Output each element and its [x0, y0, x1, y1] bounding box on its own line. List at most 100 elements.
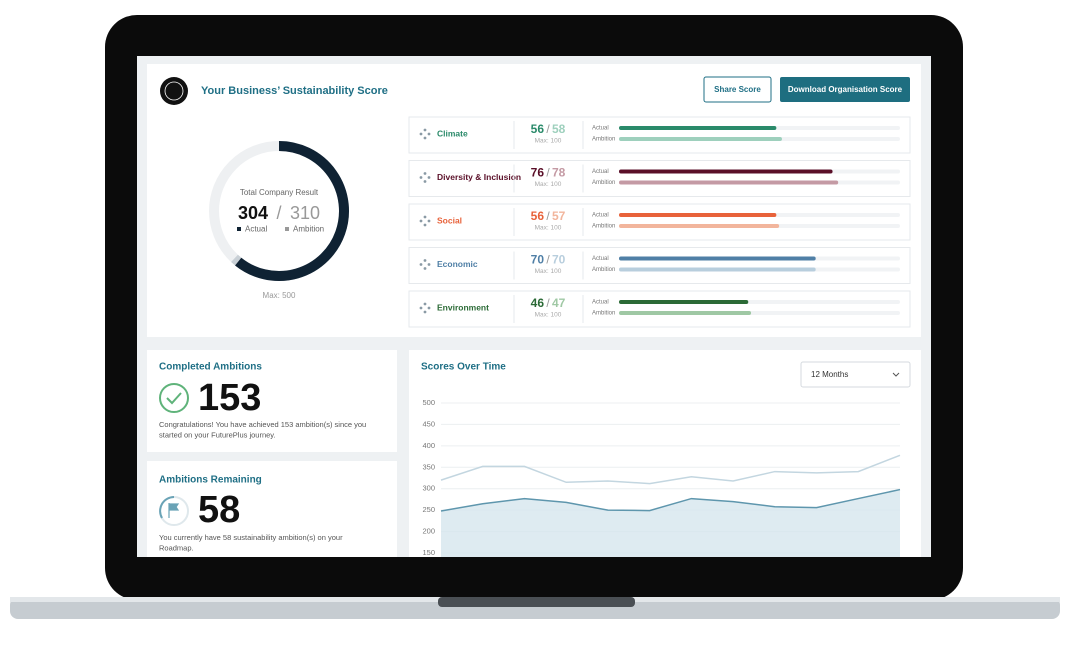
category-max: Max: 100 [535, 181, 562, 188]
card-description: started on your FuturePlus journey. [159, 430, 276, 439]
score-bar [619, 256, 816, 261]
donut-label: Total Company Result [240, 188, 319, 197]
y-tick-label: 200 [422, 527, 435, 536]
y-tick-label: 300 [422, 484, 435, 493]
y-tick-label: 350 [422, 462, 435, 471]
category-row [408, 290, 911, 328]
icon-dot [423, 310, 427, 314]
category-icon [419, 215, 431, 227]
category-name: Environment [437, 302, 489, 312]
remaining-count: 58 [198, 489, 240, 531]
chart-title: Scores Over Time [421, 362, 506, 373]
category-ambition: 47 [552, 296, 566, 310]
category-separator: / [546, 122, 550, 136]
series-line [440, 454, 901, 485]
score-bar [619, 224, 780, 228]
score-bar [619, 300, 749, 304]
category-max: Max: 100 [535, 138, 562, 145]
category-actual: 70 [531, 253, 545, 267]
icon-dot [423, 136, 427, 140]
legend-ambition-swatch [285, 227, 289, 231]
score-bar [619, 311, 752, 315]
check-mark [166, 392, 182, 405]
donut-actual [235, 141, 349, 281]
icon-dot [427, 132, 431, 136]
completed-count: 153 [198, 377, 261, 419]
category-separator: / [546, 296, 550, 310]
category-name: Climate [437, 128, 468, 138]
period-label[interactable]: 12 Months [811, 370, 848, 379]
download-button[interactable] [780, 77, 910, 102]
card-description: Congratulations! You have achieved 153 a… [159, 420, 366, 429]
category-max: Max: 100 [535, 268, 562, 275]
icon-dot [427, 306, 431, 310]
score-bar [619, 267, 816, 272]
total-actual: 304 [238, 203, 268, 223]
bar-label: Actual [592, 169, 609, 175]
category-actual: 56 [531, 122, 545, 136]
share-button[interactable] [703, 76, 772, 103]
bar-label: Actual [592, 256, 609, 262]
category-icon [419, 259, 431, 270]
share-button-label[interactable]: Share Score [714, 85, 761, 94]
category-icon [419, 302, 431, 314]
bar-label: Actual [592, 213, 609, 219]
card-description: You currently have 58 sustainability amb… [159, 533, 343, 542]
series-area [441, 489, 900, 557]
category-ambition: 57 [552, 209, 566, 223]
category-name: Economic [437, 259, 478, 269]
legend-ambition: Ambition [293, 225, 324, 234]
notch [438, 597, 635, 607]
logo [160, 77, 188, 105]
icon-dot [419, 176, 423, 179]
icon-dot [423, 180, 427, 183]
series-line [440, 488, 901, 512]
logo-ring [164, 81, 184, 101]
legend-actual-swatch [237, 227, 241, 231]
category-separator: / [546, 253, 550, 267]
score-bar [619, 126, 777, 130]
total-ambition: 310 [290, 203, 320, 223]
category-row [408, 116, 911, 154]
laptop-base [10, 597, 1060, 619]
category-name: Social [437, 215, 462, 225]
icon-dot [423, 259, 427, 262]
category-actual: 56 [531, 209, 545, 223]
flag [168, 503, 180, 518]
period-dropdown[interactable] [800, 361, 911, 388]
flag-icon-progress [159, 496, 175, 519]
icon-dot [419, 132, 423, 136]
icon-dot [423, 215, 427, 219]
y-tick-label: 150 [422, 548, 435, 557]
icon-dot [423, 302, 427, 306]
category-ambition: 58 [552, 122, 566, 136]
y-tick-label: 250 [422, 505, 435, 514]
bar-label: Ambition [592, 224, 615, 230]
check-icon [159, 383, 189, 413]
score-bar [619, 137, 782, 141]
bar-label: Ambition [592, 137, 615, 143]
y-tick-label: 500 [422, 398, 435, 407]
category-separator: / [546, 166, 550, 180]
category-row [408, 247, 911, 284]
total-separator: / [276, 203, 281, 223]
icon-dot [423, 267, 427, 270]
icon-dot [423, 172, 427, 175]
category-row [408, 203, 911, 241]
score-bar [619, 180, 839, 185]
dropdown-caret [892, 372, 900, 377]
category-icon [419, 172, 431, 183]
y-tick-label: 450 [422, 419, 435, 428]
category-ambition: 78 [552, 166, 566, 180]
icon-dot [419, 219, 423, 223]
category-name: Diversity & Inclusion [437, 172, 521, 182]
score-bar [619, 213, 777, 217]
icon-dot [427, 263, 431, 266]
score-bar [619, 169, 833, 174]
y-tick-label: 400 [422, 441, 435, 450]
donut-max: Max: 500 [263, 291, 296, 300]
icon-dot [419, 306, 423, 310]
category-ambition: 70 [552, 253, 566, 267]
download-button-label[interactable]: Download Organisation Score [788, 85, 903, 94]
